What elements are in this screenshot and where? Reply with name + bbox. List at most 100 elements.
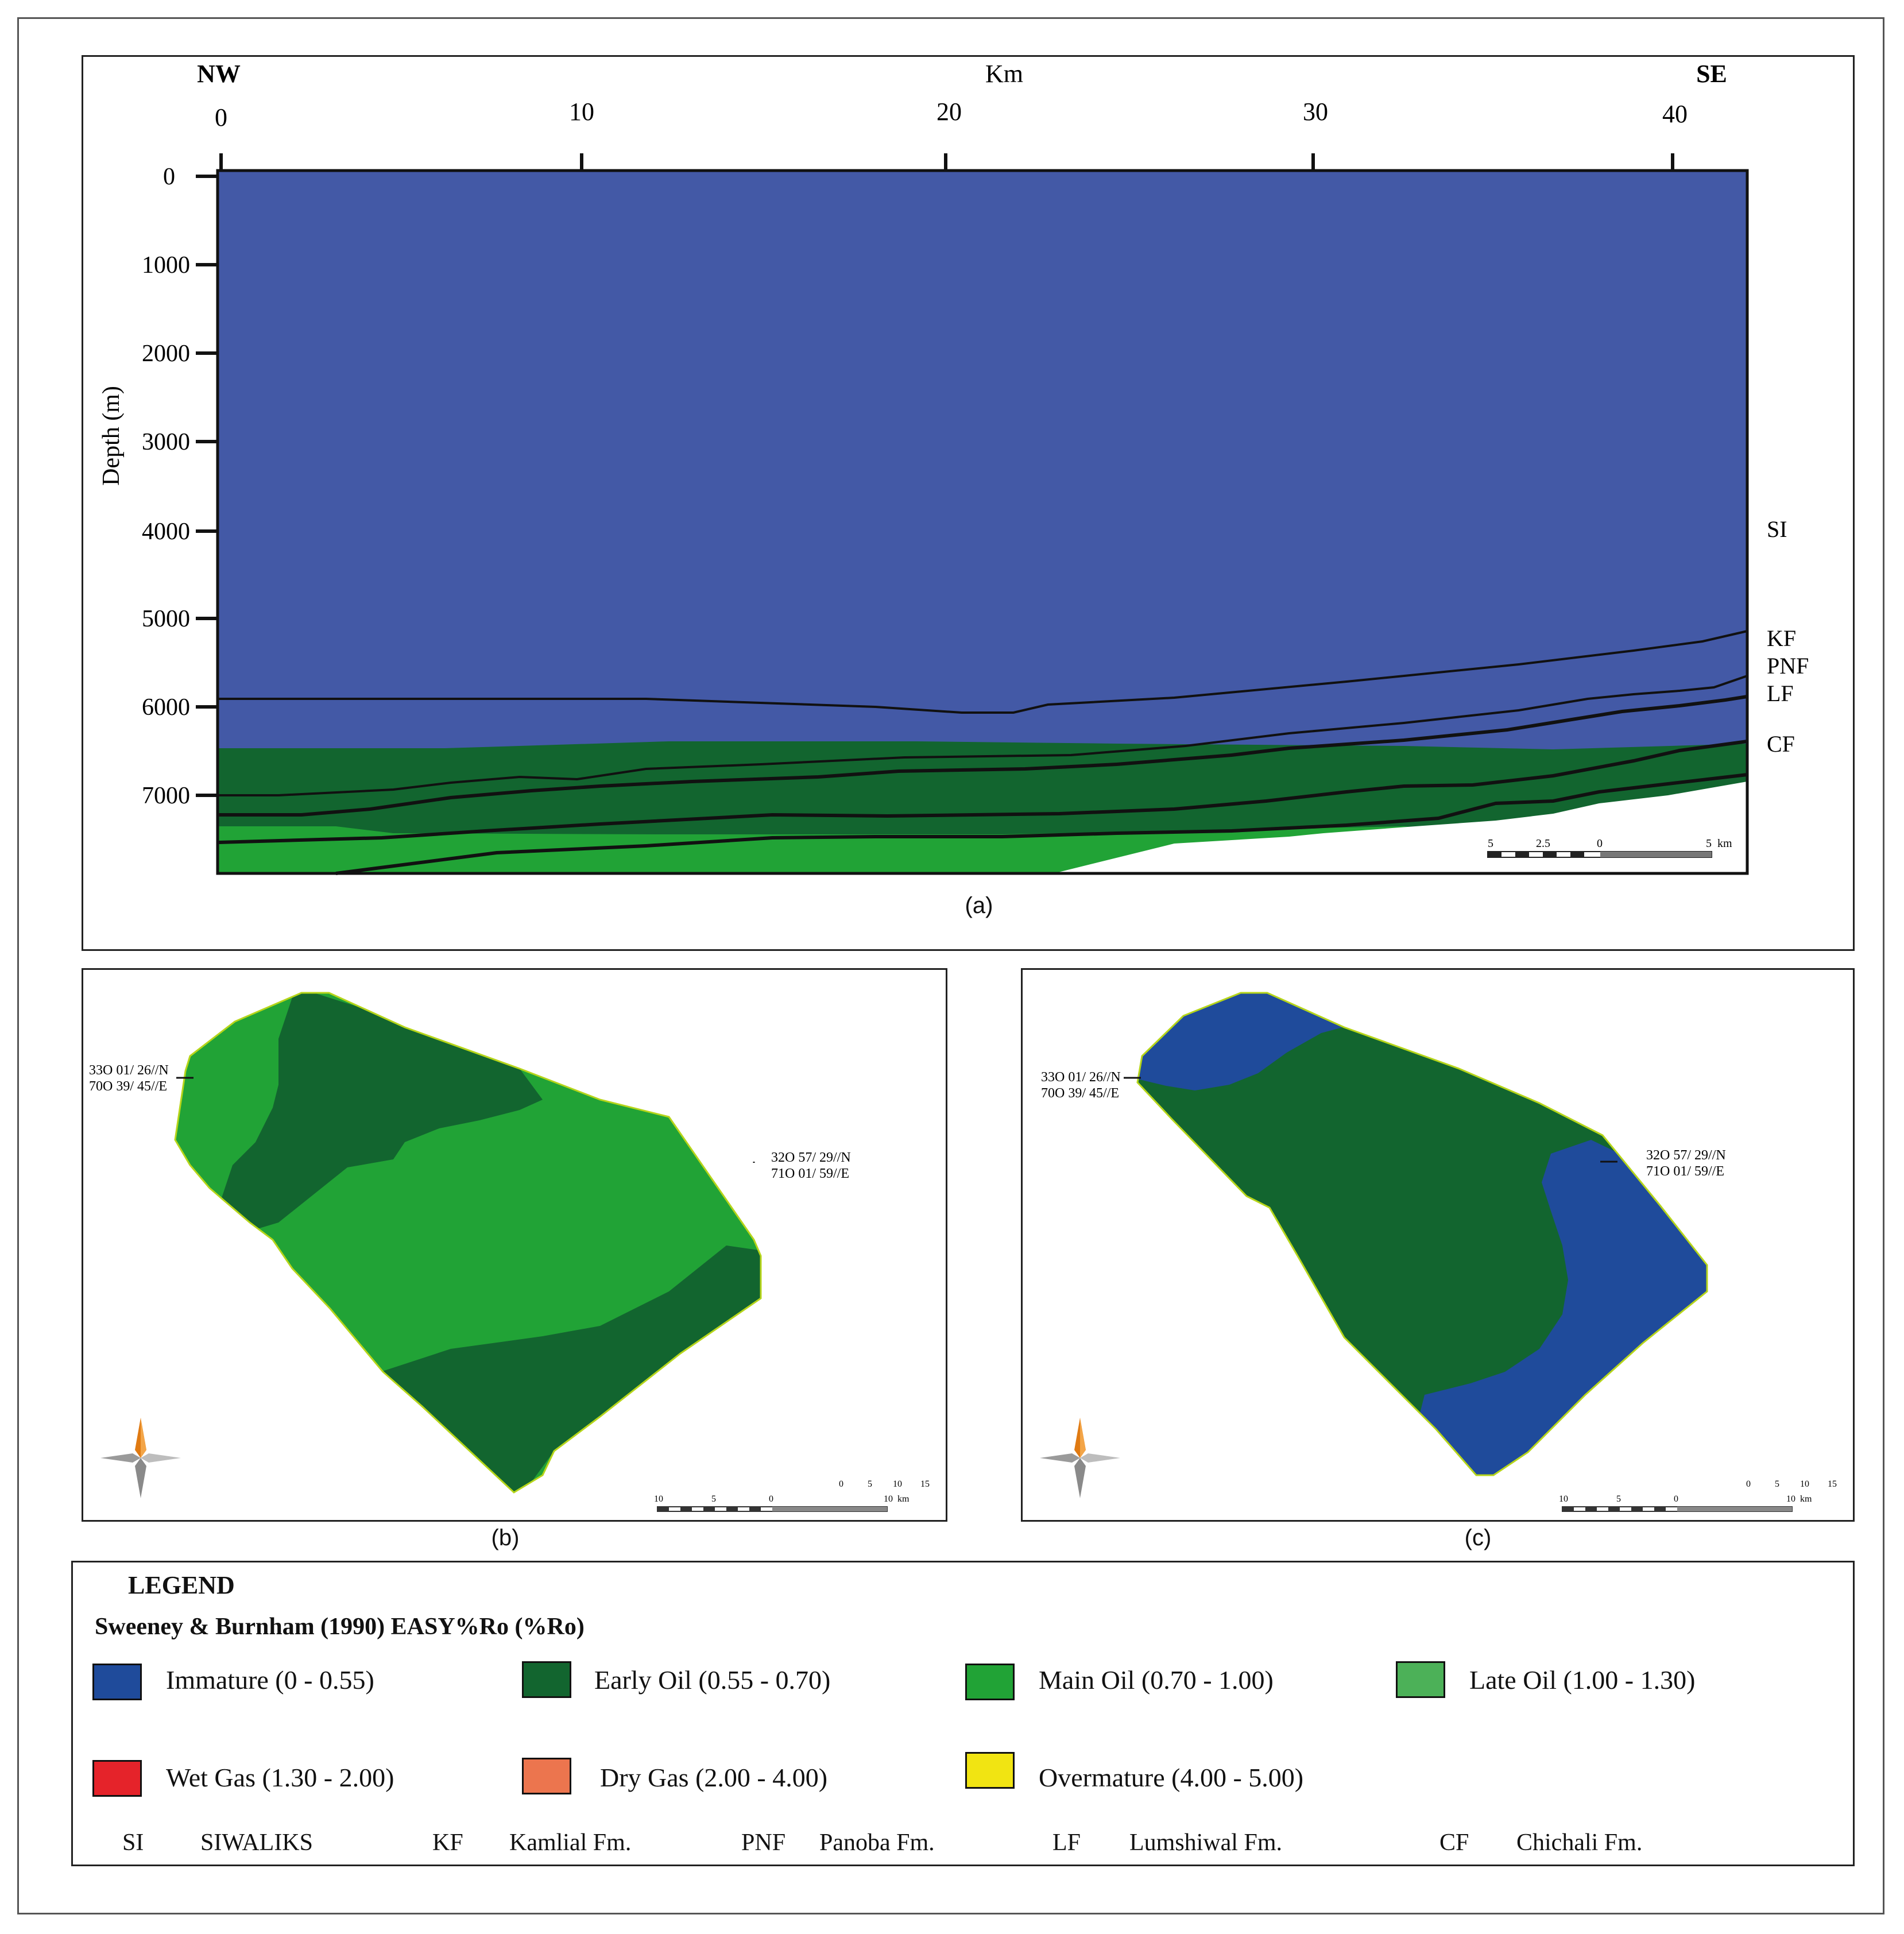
scale-c-top-10: 10 [1800, 1479, 1809, 1489]
scale-b-top-10: 10 [893, 1479, 902, 1489]
figure-frame [17, 17, 1884, 1914]
map-c-svg: 33O 01/ 26//N 70O 39/ 45//E 32O 57/ 29//… [1040, 992, 1837, 1512]
coord-b-se-lat: 32O 57/ 29//N [771, 1150, 851, 1165]
label-wet-gas: Wet Gas (1.30 - 2.00) [166, 1763, 394, 1792]
scale-b-top-0: 0 [839, 1479, 843, 1489]
compass-c-icon [1040, 1418, 1120, 1498]
scale-b-top-15: 15 [920, 1479, 930, 1489]
pnf-horizon-line [218, 675, 1748, 796]
scale-c-bottom-5: 5 [1616, 1494, 1621, 1504]
section-border [216, 169, 1749, 875]
scale-label-5: 5 [1488, 837, 1493, 850]
legend-title: LEGEND [128, 1571, 235, 1599]
coord-b-nw-lon: 70O 39/ 45//E [89, 1079, 167, 1094]
x-tick-label-0: 0 [215, 103, 227, 131]
formation-label-kf: KF [1767, 625, 1796, 651]
abbr-kf: KF [432, 1829, 463, 1856]
swatch-main-oil [965, 1664, 1015, 1700]
scale-b-bottom-0: 0 [769, 1494, 773, 1504]
abbr-cf: CF [1439, 1829, 1469, 1856]
y-tick-label-6000: 6000 [142, 694, 190, 721]
section-scale-bar: 5 2.5 0 5 km [1487, 837, 1732, 858]
swatch-dry-gas [522, 1758, 571, 1794]
swatch-late-oil [1396, 1661, 1445, 1698]
y-tick-label-1000: 1000 [142, 252, 190, 279]
y-tick-label-2000: 2000 [142, 341, 190, 367]
coord-b-nw-lat: 33O 01/ 26//N [89, 1063, 169, 1078]
x-unit-label: Km [985, 60, 1023, 88]
x-tick-label-10: 10 [569, 98, 594, 126]
map-b-svg: 33O 01/ 26//N 70O 39/ 45//E 32O 57/ 29//… [89, 992, 930, 1512]
scale-bar-c: 10 5 0 10 km 0 5 10 15 [1559, 1479, 1837, 1512]
scale-label-2-5: 2.5 [1536, 837, 1550, 850]
scale-label-5km: 5 km [1706, 837, 1732, 850]
legend-subtitle: Sweeney & Burnham (1990) EASY%Ro (%Ro) [95, 1614, 585, 1640]
map-b-zones [175, 993, 761, 1492]
caption-b: (b) [491, 1525, 520, 1550]
abbr-si: SI [122, 1829, 144, 1856]
formation-label-pnf: PNF [1767, 653, 1809, 679]
abbr-cf-name: Chichali Fm. [1516, 1829, 1643, 1856]
y-axis-label: Depth (m) [98, 386, 125, 486]
scale-c-bottom-0: 0 [1674, 1494, 1678, 1504]
scale-b-top-5: 5 [868, 1479, 872, 1489]
label-late-oil: Late Oil (1.00 - 1.30) [1469, 1665, 1696, 1695]
legend-panel: LEGEND Sweeney & Burnham (1990) EASY%Ro … [71, 1561, 1855, 1866]
y-tick-label-4000: 4000 [142, 519, 190, 545]
scale-b-bottom-10: 10 [654, 1494, 663, 1504]
swatch-wet-gas [92, 1760, 142, 1797]
coord-c-se-lon: 71O 01/ 59//E [1646, 1164, 1724, 1179]
label-overmature: Overmature (4.00 - 5.00) [1039, 1763, 1304, 1792]
y-tick-label-3000: 3000 [142, 429, 190, 455]
coord-c-nw-lat: 33O 01/ 26//N [1041, 1070, 1121, 1085]
scale-bar-b: 10 5 0 10 km 0 5 10 15 [654, 1479, 930, 1512]
compass-b-icon [100, 1418, 181, 1498]
caption-a: (a) [965, 893, 993, 918]
coord-c-se-lat: 32O 57/ 29//N [1646, 1148, 1726, 1163]
y-tick-label-0: 0 [163, 164, 175, 190]
abbr-lf: LF [1052, 1829, 1081, 1856]
scale-c-bottom-10km: 10 km [1786, 1494, 1812, 1504]
scale-label-0: 0 [1597, 837, 1603, 850]
abbr-si-name: SIWALIKS [200, 1829, 313, 1856]
scale-c-bottom-10: 10 [1559, 1494, 1568, 1504]
unfilled-zone [1054, 782, 1747, 873]
x-tick-label-40: 40 [1662, 100, 1688, 128]
formation-label-si: SI [1767, 516, 1787, 542]
swatch-overmature [965, 1752, 1015, 1789]
panel-a-cross-section: NW SE Km 0 10 20 30 40 0 1000 2000 3000 … [82, 55, 1855, 951]
abbr-kf-name: Kamlial Fm. [509, 1829, 632, 1856]
formation-label-cf: CF [1767, 731, 1795, 757]
scale-c-top-5: 5 [1775, 1479, 1779, 1489]
label-early-oil: Early Oil (0.55 - 0.70) [594, 1665, 831, 1695]
x-tick-label-20: 20 [936, 98, 962, 126]
y-tick-label-5000: 5000 [142, 606, 190, 632]
label-immature: Immature (0 - 0.55) [166, 1665, 374, 1695]
scale-c-top-15: 15 [1828, 1479, 1837, 1489]
coord-c-nw-lon: 70O 39/ 45//E [1041, 1086, 1119, 1101]
formation-label-lf: LF [1767, 680, 1794, 706]
direction-nw: NW [197, 60, 241, 88]
scale-b-bottom-10km: 10 km [884, 1494, 910, 1504]
direction-se: SE [1696, 60, 1727, 88]
abbr-pnf-name: Panoba Fm. [819, 1829, 935, 1856]
x-tick-label-30: 30 [1303, 98, 1328, 126]
lf-horizon-line [218, 695, 1748, 817]
label-main-oil: Main Oil (0.70 - 1.00) [1039, 1665, 1274, 1695]
panel-b-map: 33O 01/ 26//N 70O 39/ 45//E 32O 57/ 29//… [82, 968, 947, 1522]
label-dry-gas: Dry Gas (2.00 - 4.00) [600, 1763, 828, 1792]
abbr-pnf: PNF [741, 1829, 786, 1856]
scale-b-bottom-5: 5 [711, 1494, 716, 1504]
cross-section-svg: NW SE Km 0 10 20 30 40 0 1000 2000 3000 … [98, 60, 1809, 875]
kf-horizon-line [218, 630, 1748, 714]
caption-c: (c) [1464, 1525, 1492, 1550]
map-b-early-oil-south [381, 1246, 761, 1492]
abbr-lf-name: Lumshiwal Fm. [1129, 1829, 1283, 1856]
scale-c-top-0: 0 [1746, 1479, 1751, 1489]
swatch-immature [92, 1664, 142, 1700]
base-horizon-line [335, 773, 1748, 875]
panel-c-map: 33O 01/ 26//N 70O 39/ 45//E 32O 57/ 29//… [1021, 968, 1855, 1522]
map-c-zones [1137, 993, 1707, 1475]
coord-b-se-lon: 71O 01/ 59//E [771, 1166, 849, 1181]
cf-horizon-line [217, 740, 1748, 844]
